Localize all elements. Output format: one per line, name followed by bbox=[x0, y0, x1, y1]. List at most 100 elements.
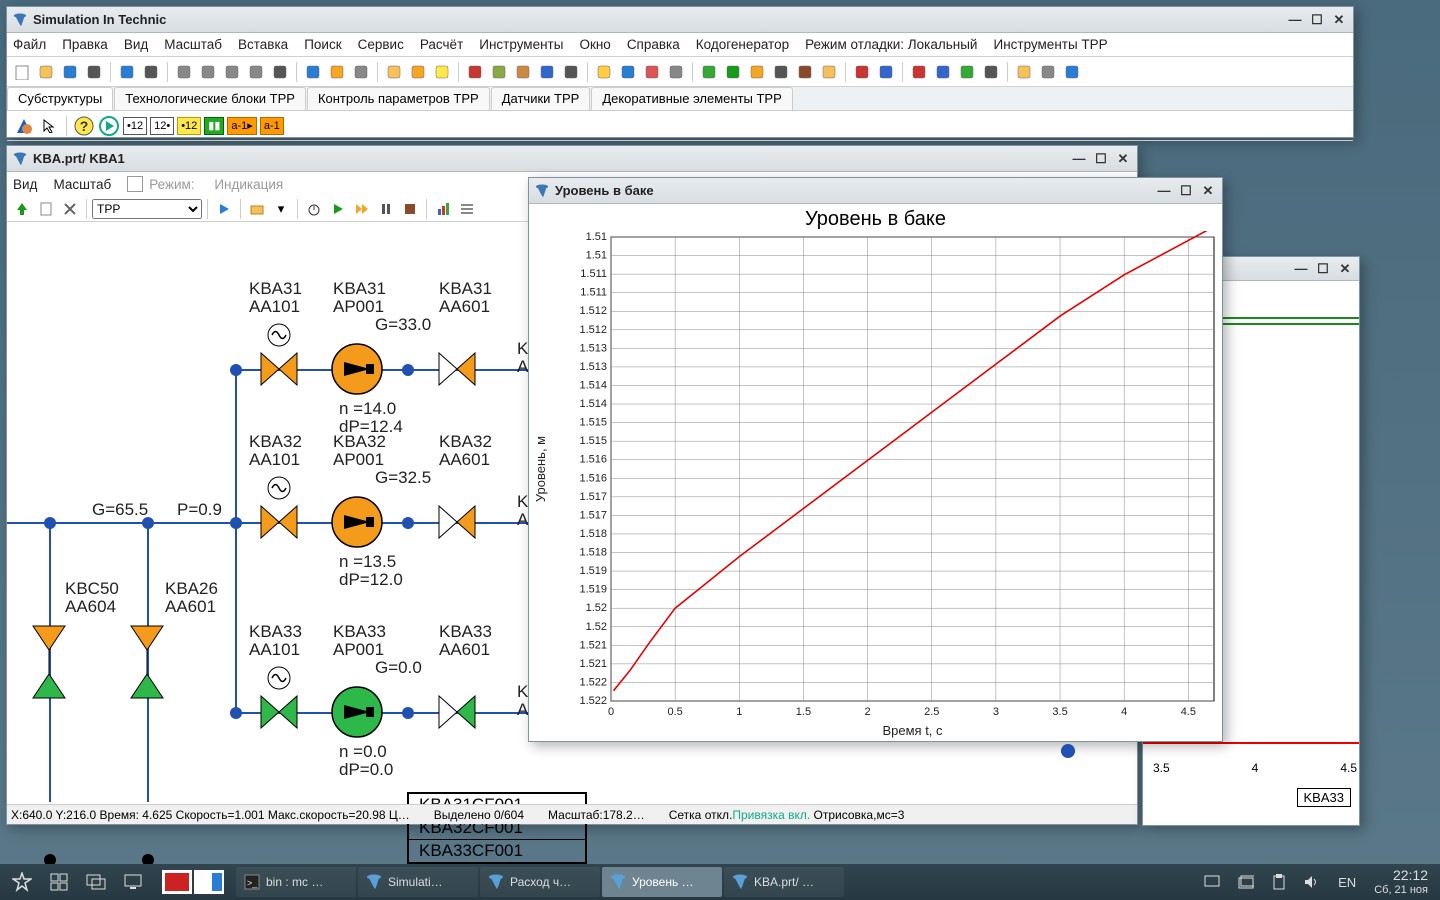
toolbar-button[interactable] bbox=[851, 61, 873, 83]
clock[interactable]: 22:12 Сб, 21 ноя bbox=[1366, 868, 1436, 895]
main-titlebar[interactable]: Simulation In Technic — ☐ ✕ bbox=[7, 7, 1353, 33]
menu-item[interactable]: Файл bbox=[13, 37, 46, 52]
toolbar-button[interactable] bbox=[83, 61, 105, 83]
tab[interactable]: Технологические блоки TPP bbox=[114, 87, 306, 110]
close-button[interactable]: ✕ bbox=[1331, 12, 1347, 28]
toolbar-button[interactable] bbox=[770, 61, 792, 83]
close-button[interactable]: ✕ bbox=[1337, 261, 1353, 277]
tag-12-1[interactable]: •12 bbox=[123, 117, 147, 135]
menu-item[interactable]: Справка bbox=[627, 37, 680, 52]
menu-item[interactable]: Правка bbox=[62, 37, 108, 52]
tpp-dropdown[interactable]: TPP bbox=[92, 199, 202, 219]
toolbar-button[interactable] bbox=[593, 61, 615, 83]
maximize-button[interactable]: ☐ bbox=[1178, 183, 1194, 199]
step-icon[interactable] bbox=[351, 198, 373, 220]
menu-item[interactable]: Масштаб bbox=[164, 37, 222, 52]
maximize-button[interactable]: ☐ bbox=[1315, 261, 1331, 277]
toolbar-button[interactable] bbox=[269, 61, 291, 83]
start-icon[interactable] bbox=[4, 867, 40, 897]
sheet-icon[interactable] bbox=[35, 198, 57, 220]
tag-12-3[interactable]: •12 bbox=[177, 117, 201, 135]
tag-a1-1[interactable]: a-1▸ bbox=[227, 117, 256, 135]
maximize-button[interactable]: ☐ bbox=[1093, 151, 1109, 167]
pause-icon[interactable] bbox=[375, 198, 397, 220]
tab[interactable]: Декоративные элементы TPP bbox=[591, 87, 792, 110]
menu-item[interactable]: Режим отладки: Локальный bbox=[805, 37, 977, 52]
timer-icon[interactable] bbox=[303, 198, 325, 220]
menu-item[interactable]: Инструменты TPP bbox=[993, 37, 1107, 52]
toolbar-button[interactable] bbox=[35, 61, 57, 83]
tray-icon-1[interactable] bbox=[1196, 867, 1228, 897]
play-icon[interactable] bbox=[213, 198, 235, 220]
toolbar-button[interactable] bbox=[173, 61, 195, 83]
toolbar-button[interactable] bbox=[908, 61, 930, 83]
clipboard-icon[interactable] bbox=[1264, 867, 1294, 897]
toolbar-button[interactable] bbox=[617, 61, 639, 83]
minimize-button[interactable]: — bbox=[1071, 151, 1087, 167]
menu-item[interactable]: Сервис bbox=[358, 37, 404, 52]
tab[interactable]: Контроль параметров TPP bbox=[307, 87, 490, 110]
toolbar-button[interactable] bbox=[11, 61, 33, 83]
toolbar-button[interactable] bbox=[350, 61, 372, 83]
toolbar-button[interactable] bbox=[245, 61, 267, 83]
toolbar-button[interactable] bbox=[116, 61, 138, 83]
windows-icon[interactable] bbox=[78, 867, 114, 897]
stop-icon[interactable] bbox=[399, 198, 421, 220]
toolbar-button[interactable] bbox=[197, 61, 219, 83]
toolbar-button[interactable] bbox=[980, 61, 1002, 83]
toolbar-button[interactable] bbox=[818, 61, 840, 83]
toolbar-button[interactable] bbox=[560, 61, 582, 83]
toolbar-button[interactable] bbox=[746, 61, 768, 83]
toolbar-button[interactable] bbox=[1061, 61, 1083, 83]
toolbar-button[interactable] bbox=[641, 61, 663, 83]
menu-item[interactable]: Вставка bbox=[238, 37, 288, 52]
toolbar-button[interactable] bbox=[59, 61, 81, 83]
toolbar-button[interactable] bbox=[1037, 61, 1059, 83]
toolbar-button[interactable] bbox=[326, 61, 348, 83]
toolbar-button[interactable] bbox=[794, 61, 816, 83]
toolbar-button[interactable] bbox=[512, 61, 534, 83]
toolbar-button[interactable] bbox=[722, 61, 744, 83]
menu-view[interactable]: Вид bbox=[13, 177, 37, 192]
lang-indicator[interactable]: EN bbox=[1330, 867, 1364, 897]
pinned-red[interactable] bbox=[162, 867, 192, 897]
maximize-button[interactable]: ☐ bbox=[1309, 12, 1325, 28]
minimize-button[interactable]: — bbox=[1287, 12, 1303, 28]
menu-item[interactable]: Расчёт bbox=[420, 37, 463, 52]
taskbar-app[interactable]: Simulati… bbox=[358, 867, 478, 897]
folder-arrow-icon[interactable]: ▾ bbox=[270, 198, 292, 220]
shape-icon[interactable] bbox=[13, 115, 35, 137]
pinned-blue[interactable] bbox=[194, 867, 224, 897]
tab[interactable]: Датчики TPP bbox=[491, 87, 591, 110]
play-circle-icon[interactable] bbox=[98, 115, 120, 137]
run-icon[interactable] bbox=[327, 198, 349, 220]
toolbar-button[interactable] bbox=[464, 61, 486, 83]
folder-icon[interactable] bbox=[246, 198, 268, 220]
tag-a1-2[interactable]: a-1 bbox=[260, 117, 284, 135]
menu-item[interactable]: Вид bbox=[124, 37, 148, 52]
taskbar-app[interactable]: KBA.prt/ … bbox=[724, 867, 844, 897]
toolbar-button[interactable] bbox=[875, 61, 897, 83]
toolbar-button[interactable] bbox=[665, 61, 687, 83]
diagram-titlebar[interactable]: KBA.prt/ KBA1 — ☐ ✕ bbox=[7, 146, 1137, 172]
minimize-button[interactable]: — bbox=[1156, 183, 1172, 199]
tab[interactable]: Субструктуры bbox=[7, 87, 113, 110]
chart-titlebar[interactable]: Уровень в баке — ☐ ✕ bbox=[529, 178, 1222, 204]
apps-icon[interactable] bbox=[42, 867, 76, 897]
toolbar-button[interactable] bbox=[698, 61, 720, 83]
volume-icon[interactable] bbox=[1296, 867, 1328, 897]
tag-12-2[interactable]: 12• bbox=[150, 117, 174, 135]
taskbar-app[interactable]: Расход ч… bbox=[480, 867, 600, 897]
taskbar-app[interactable]: >_bin : mc … bbox=[236, 867, 356, 897]
menu-scale[interactable]: Масштаб bbox=[53, 177, 111, 192]
toolbar-button[interactable] bbox=[302, 61, 324, 83]
help-icon[interactable]: ? bbox=[73, 115, 95, 137]
menu-item[interactable]: Поиск bbox=[304, 37, 341, 52]
toolbar-button[interactable] bbox=[536, 61, 558, 83]
toolbar-button[interactable] bbox=[431, 61, 453, 83]
tag-green[interactable]: ▮▮ bbox=[204, 117, 224, 135]
minimize-button[interactable]: — bbox=[1293, 261, 1309, 277]
mode-checkbox[interactable] bbox=[127, 176, 143, 192]
toolbar-button[interactable] bbox=[221, 61, 243, 83]
close-button[interactable]: ✕ bbox=[1115, 151, 1131, 167]
